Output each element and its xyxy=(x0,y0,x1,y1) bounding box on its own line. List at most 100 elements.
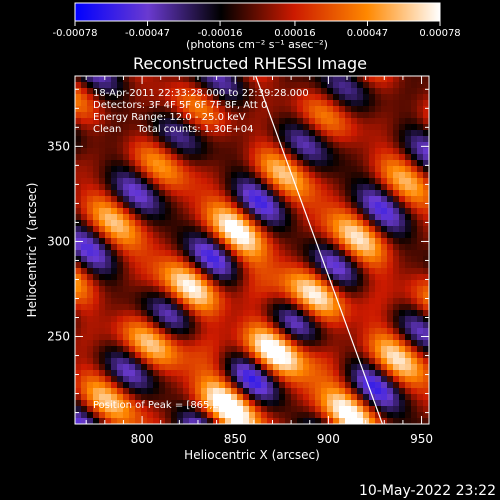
heatmap-cell xyxy=(93,136,100,143)
heatmap-cell xyxy=(201,286,208,293)
heatmap-cell xyxy=(375,130,382,137)
heatmap-cell xyxy=(117,418,124,424)
heatmap-cell xyxy=(303,166,310,173)
heatmap-cell xyxy=(339,406,346,413)
heatmap-cell xyxy=(369,286,376,293)
heatmap-cell xyxy=(411,280,418,287)
heatmap-cell xyxy=(153,220,160,227)
heatmap-cell xyxy=(261,226,268,233)
heatmap-cell xyxy=(195,370,202,377)
heatmap-cell xyxy=(207,130,214,137)
heatmap-cell xyxy=(417,148,424,155)
heatmap-cell xyxy=(327,232,334,239)
heatmap-cell xyxy=(291,394,298,401)
heatmap-cell xyxy=(201,412,208,419)
heatmap-cell xyxy=(81,370,88,377)
heatmap-cell xyxy=(213,148,220,155)
heatmap-cell xyxy=(267,328,274,335)
heatmap-cell xyxy=(231,346,238,353)
heatmap-cell xyxy=(123,334,130,341)
heatmap-cell xyxy=(141,130,148,137)
heatmap-cell xyxy=(129,328,136,335)
heatmap-cell xyxy=(117,148,124,155)
heatmap-cell xyxy=(159,316,166,323)
heatmap-cell xyxy=(111,250,118,257)
heatmap-cell xyxy=(213,382,220,389)
heatmap-cell xyxy=(105,406,112,413)
heatmap-cell xyxy=(237,388,244,395)
heatmap-cell xyxy=(339,142,346,149)
heatmap-cell xyxy=(399,262,406,269)
heatmap-cell xyxy=(279,268,286,275)
heatmap-cell xyxy=(87,166,94,173)
heatmap-cell xyxy=(381,364,388,371)
heatmap-cell xyxy=(99,388,106,395)
heatmap-cell xyxy=(225,88,232,95)
heatmap-cell xyxy=(231,106,238,113)
heatmap-cell xyxy=(183,400,190,407)
heatmap-cell xyxy=(339,208,346,215)
heatmap-cell xyxy=(393,328,400,335)
heatmap-cell xyxy=(171,166,178,173)
heatmap-cell xyxy=(417,400,424,407)
heatmap-cell xyxy=(351,238,358,245)
heatmap-cell xyxy=(273,250,280,257)
heatmap-cell xyxy=(225,358,232,365)
heatmap-cell xyxy=(213,124,220,131)
heatmap-cell xyxy=(207,370,214,377)
heatmap-cell xyxy=(225,274,232,281)
heatmap-cell xyxy=(93,370,100,377)
heatmap-cell xyxy=(153,166,160,173)
heatmap-cell xyxy=(153,244,160,251)
heatmap-cell xyxy=(267,148,274,155)
heatmap-cell xyxy=(297,124,304,131)
heatmap-cell xyxy=(99,178,106,185)
heatmap-cell xyxy=(87,238,94,245)
heatmap-cell xyxy=(93,214,100,221)
heatmap-cell xyxy=(225,292,232,299)
heatmap-cell xyxy=(177,118,184,125)
heatmap-cell xyxy=(411,388,418,395)
heatmap-cell xyxy=(117,388,124,395)
heatmap-cell xyxy=(255,94,262,101)
heatmap-cell xyxy=(141,352,148,359)
heatmap-cell xyxy=(99,118,106,125)
heatmap-cell xyxy=(345,298,352,305)
heatmap-cell xyxy=(105,328,112,335)
heatmap-cell xyxy=(327,394,334,401)
heatmap-cell xyxy=(405,100,412,107)
heatmap-cell xyxy=(333,142,340,149)
heatmap-cell xyxy=(141,268,148,275)
heatmap-cell xyxy=(147,400,154,407)
heatmap-cell xyxy=(267,412,274,419)
heatmap-cell xyxy=(75,166,82,173)
heatmap-cell xyxy=(219,112,226,119)
heatmap-cell xyxy=(303,148,310,155)
heatmap-cell xyxy=(417,394,424,401)
heatmap-cell xyxy=(363,76,370,83)
heatmap-cell xyxy=(339,88,346,95)
heatmap-cell xyxy=(387,316,394,323)
heatmap-cell xyxy=(333,166,340,173)
heatmap-cell xyxy=(213,346,220,353)
heatmap-cell xyxy=(171,346,178,353)
heatmap-cell xyxy=(285,118,292,125)
heatmap-cell xyxy=(363,286,370,293)
heatmap-cell xyxy=(219,82,226,89)
heatmap-cell xyxy=(387,178,394,185)
heatmap-cell xyxy=(423,202,429,209)
heatmap-cell xyxy=(327,244,334,251)
heatmap-cell xyxy=(375,118,382,125)
heatmap-cell xyxy=(279,82,286,89)
heatmap-cell xyxy=(87,178,94,185)
heatmap-cell xyxy=(111,202,118,209)
heatmap-cell xyxy=(189,172,196,179)
colorbar-tick-label: -0.00016 xyxy=(198,28,243,39)
heatmap-cell xyxy=(393,394,400,401)
heatmap-cell xyxy=(375,400,382,407)
heatmap-cell xyxy=(237,304,244,311)
heatmap-cell xyxy=(291,250,298,257)
heatmap-cell xyxy=(393,196,400,203)
heatmap-cell xyxy=(411,304,418,311)
heatmap-cell xyxy=(381,148,388,155)
